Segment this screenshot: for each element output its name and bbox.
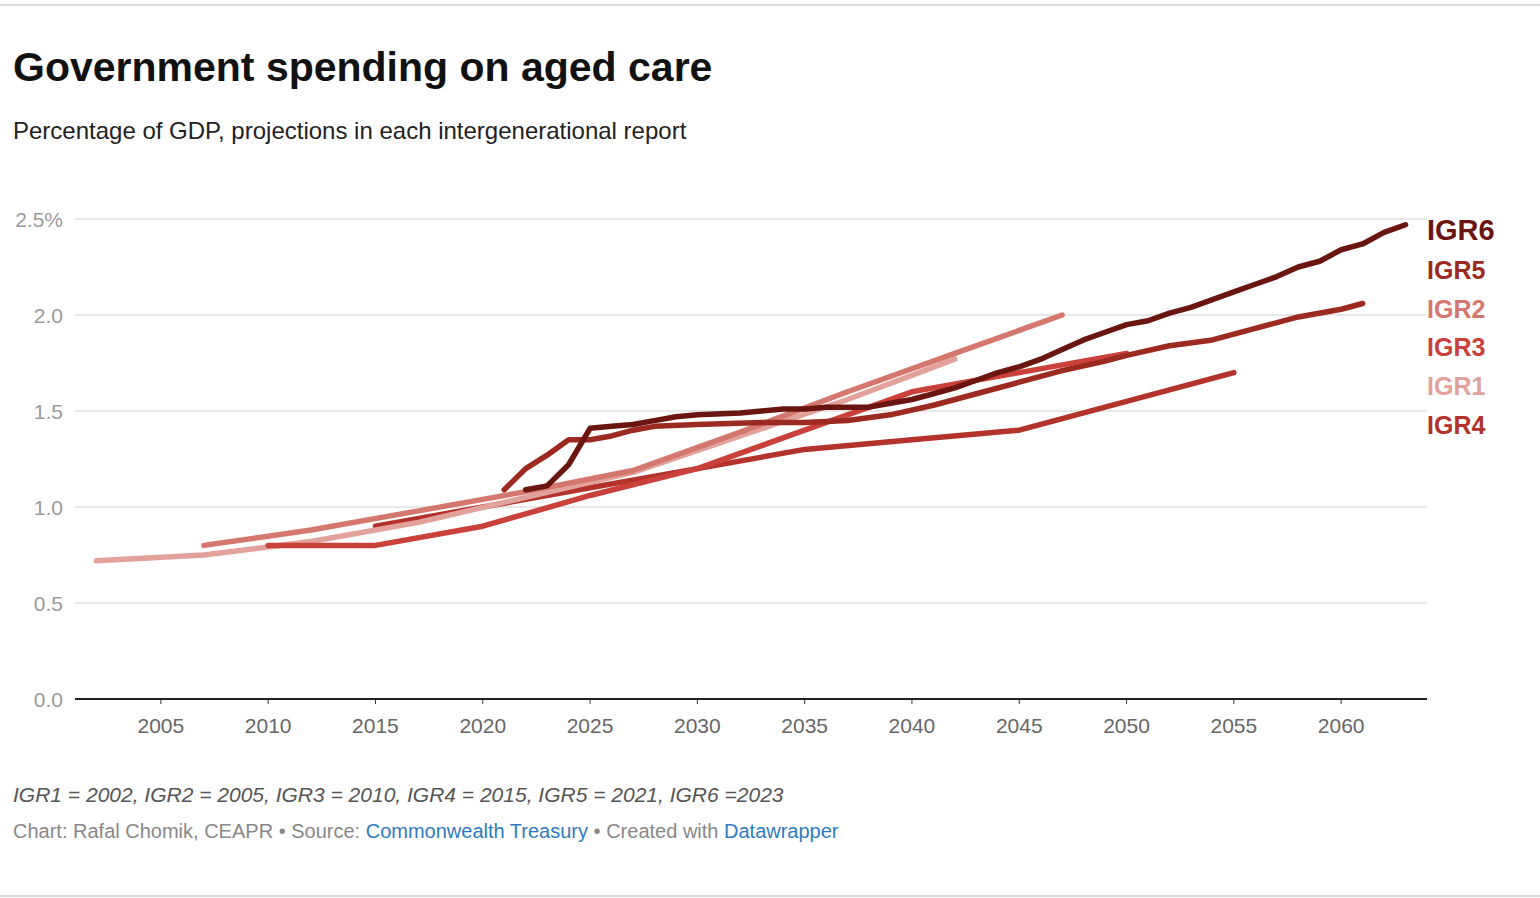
y-tick-label: 0.0 [34, 688, 63, 711]
footer-part: Created with [606, 820, 718, 842]
series-label: IGR2 [1427, 295, 1485, 323]
x-tick-label: 2020 [459, 714, 506, 737]
x-tick-label: 2025 [567, 714, 614, 737]
y-tick-label: 0.5 [34, 592, 63, 615]
series-label: IGR1 [1427, 372, 1485, 400]
grid-line [75, 602, 1427, 604]
x-tick-label: 2005 [137, 714, 184, 737]
x-tick-label: 2060 [1318, 714, 1365, 737]
note: IGR1 = 2002, IGR2 = 2005, IGR3 = 2010, I… [13, 783, 784, 806]
footer-part: • [594, 820, 601, 842]
title: Government spending on aged care [13, 44, 712, 90]
footer-part: Chart: Rafal Chomik, CEAPR [13, 820, 273, 842]
series-line [504, 303, 1362, 489]
footer-part: • [279, 820, 286, 842]
x-axis [75, 698, 1427, 700]
footer-part: Commonwealth Treasury [366, 820, 588, 842]
series-label: IGR5 [1427, 256, 1485, 284]
y-tick-label: 2.5% [15, 208, 63, 231]
x-tick-label: 2035 [781, 714, 828, 737]
series-label: IGR4 [1427, 411, 1485, 439]
x-tick-label: 2055 [1210, 714, 1257, 737]
y-tick-label: 1.5 [34, 400, 63, 423]
footer: Chart: Rafal Chomik, CEAPR • Source: Com… [13, 820, 839, 842]
chart: Government spending on aged care Percenta… [0, 0, 1540, 898]
bottom-rule [0, 895, 1540, 897]
x-tick-label: 2040 [889, 714, 936, 737]
x-tick-label: 2015 [352, 714, 399, 737]
grid-line [75, 314, 1427, 316]
grid-line [75, 218, 1427, 220]
series-line [526, 225, 1406, 490]
y-tick-label: 2.0 [34, 304, 63, 327]
x-tick-label: 2010 [245, 714, 292, 737]
lines [96, 225, 1405, 561]
series-line [96, 359, 954, 561]
subtitle: Percentage of GDP, projections in each i… [13, 117, 687, 144]
series-label: IGR3 [1427, 333, 1485, 361]
footer-part: Source: [291, 820, 360, 842]
x-tick-label: 2045 [996, 714, 1043, 737]
footer-part: Datawrapper [724, 820, 839, 842]
top-rule [0, 4, 1540, 6]
x-tick-label: 2030 [674, 714, 721, 737]
series-label: IGR6 [1427, 214, 1495, 246]
grid-line [75, 506, 1427, 508]
y-tick-label: 1.0 [34, 496, 63, 519]
x-tick-label: 2050 [1103, 714, 1150, 737]
